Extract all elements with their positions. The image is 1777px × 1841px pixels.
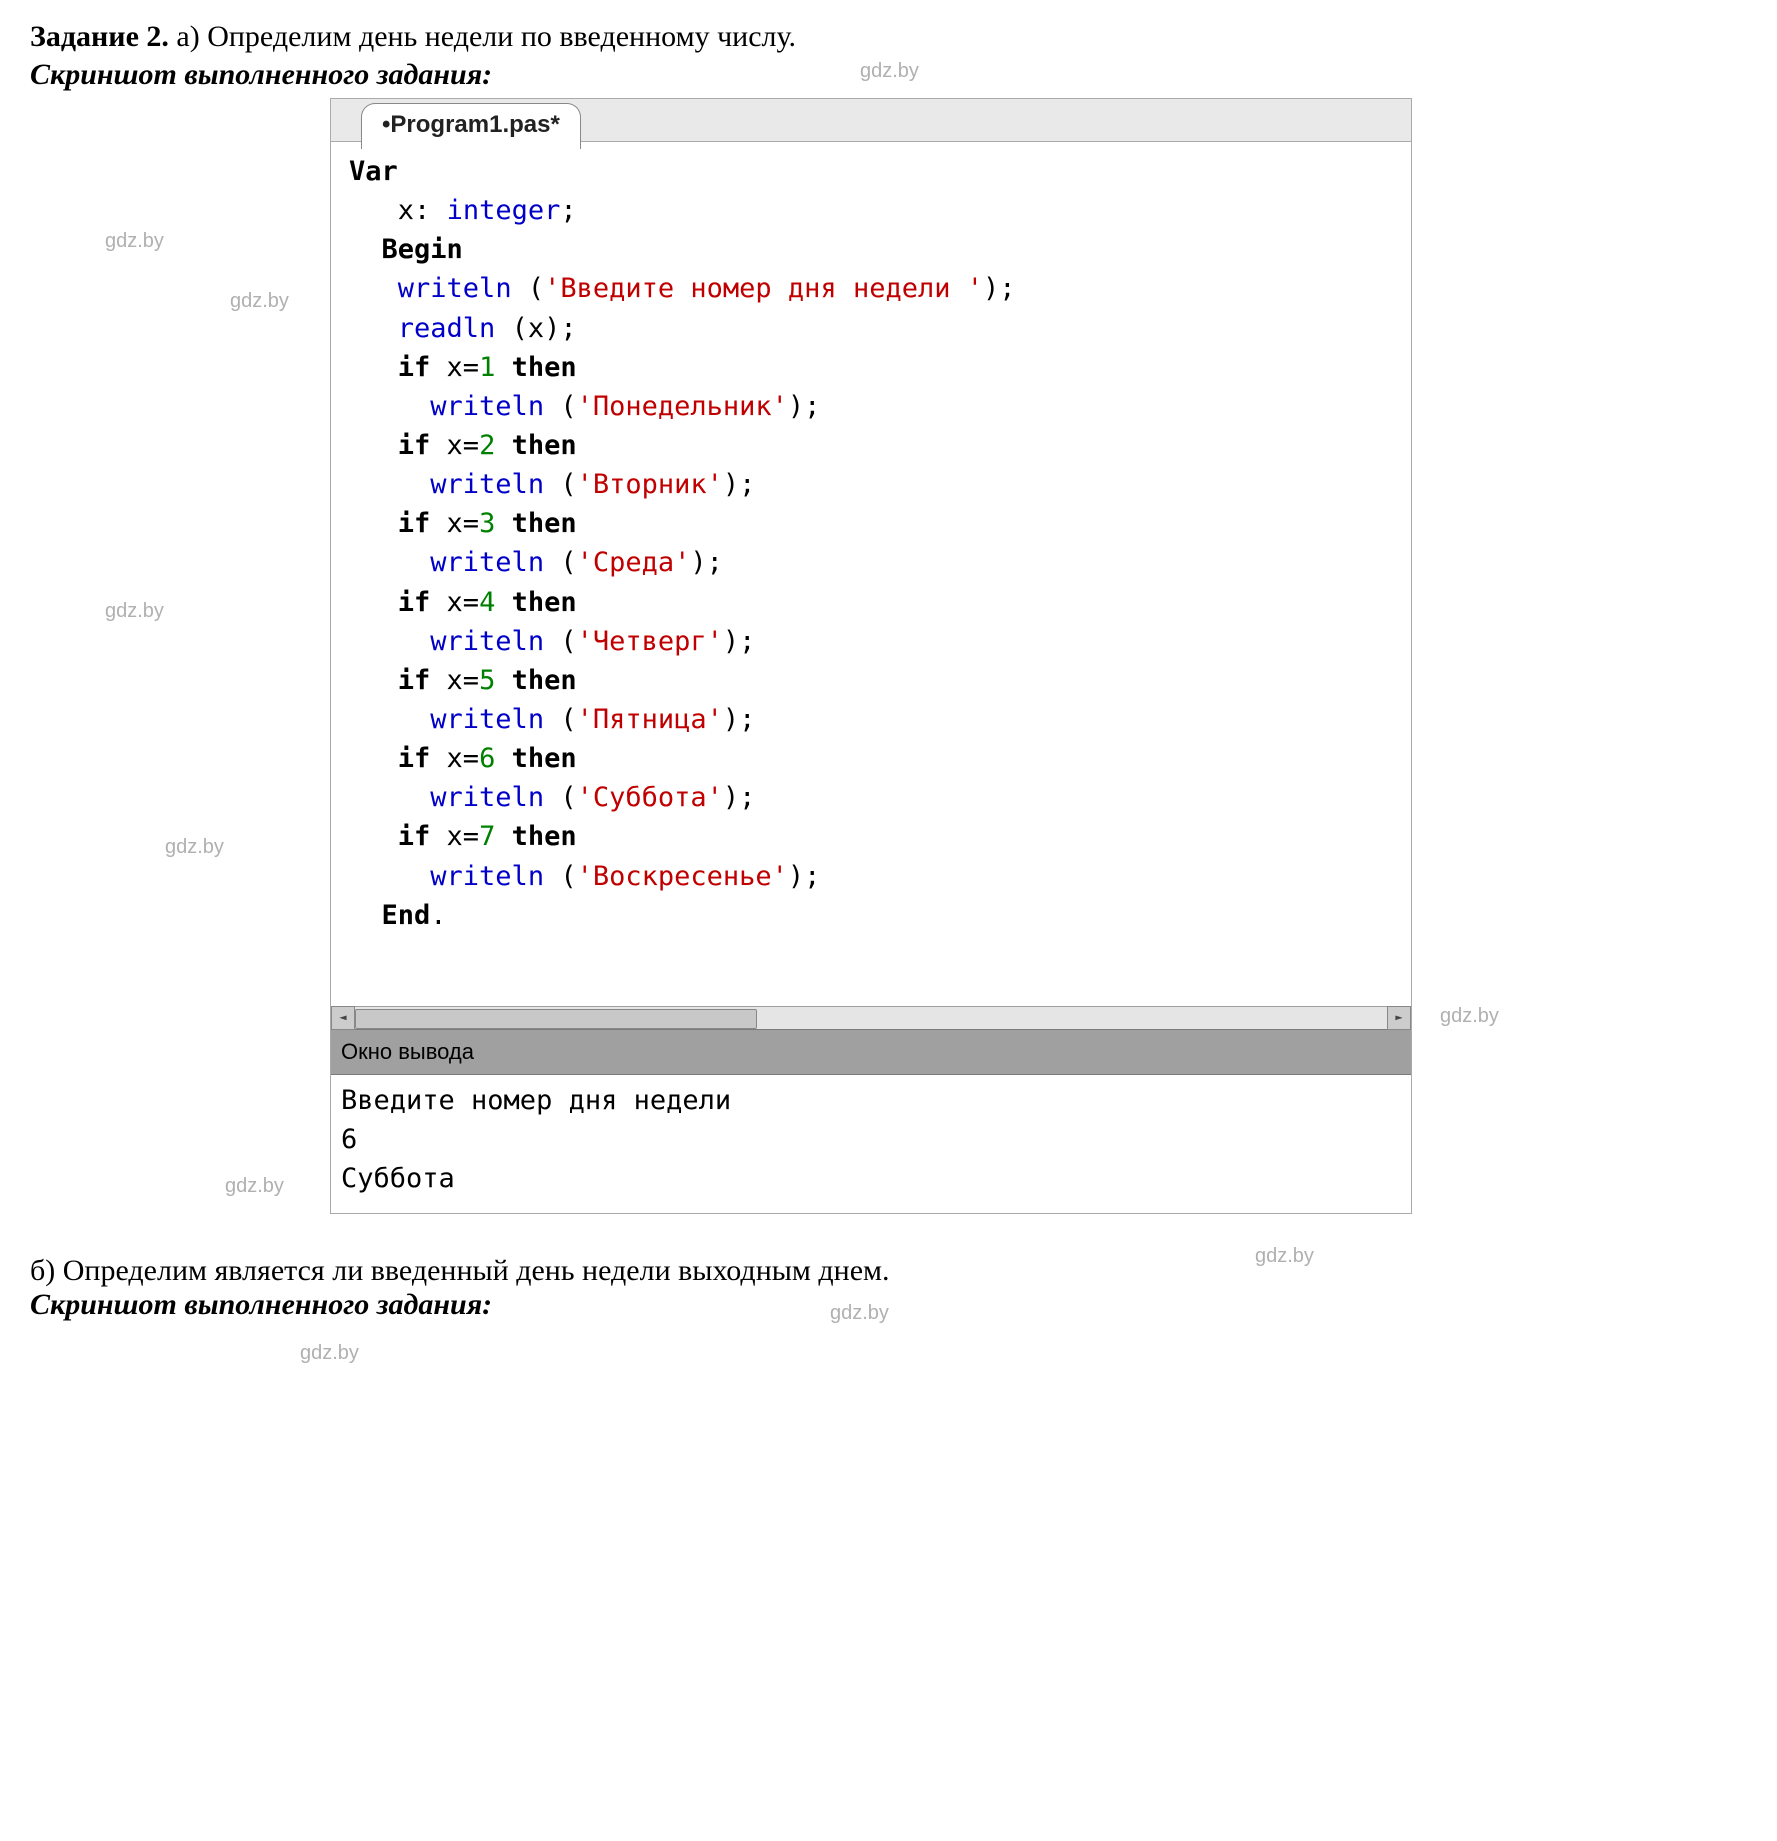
scroll-thumb[interactable] — [355, 1009, 757, 1029]
task-text-b: б) Определим является ли введенный день … — [30, 1254, 1747, 1288]
tab-program1[interactable]: •Program1.pas* — [361, 103, 581, 149]
watermark: gdz.by — [225, 1175, 284, 1198]
watermark: gdz.by — [105, 230, 164, 253]
scroll-right-arrow-icon[interactable]: ► — [1387, 1006, 1411, 1030]
watermark: gdz.by — [230, 290, 289, 313]
ide-window: •Program1.pas* Var x: integer; Begin wri… — [330, 98, 1412, 1214]
watermark: gdz.by — [300, 1342, 359, 1365]
watermark: gdz.by — [165, 836, 224, 859]
kw-begin: Begin — [382, 234, 463, 265]
tab-bar: •Program1.pas* — [331, 99, 1411, 142]
horizontal-scrollbar[interactable]: ◄ ► — [331, 1006, 1411, 1029]
page-wrapper: gdz.by gdz.by gdz.by gdz.by gdz.by gdz.b… — [30, 20, 1747, 1322]
screenshot-label: Скриншот выполненного задания: — [30, 58, 1747, 92]
output-panel-content: Введите номер дня недели 6 Суббота — [331, 1075, 1411, 1213]
screenshot-label-b: Скриншот выполненного задания: — [30, 1288, 1747, 1322]
scroll-left-arrow-icon[interactable]: ◄ — [331, 1006, 355, 1030]
scroll-track[interactable] — [355, 1007, 1387, 1029]
kw-var: Var — [349, 156, 398, 187]
watermark: gdz.by — [105, 600, 164, 623]
kw-end: End — [382, 900, 431, 931]
watermark: gdz.by — [1440, 1005, 1499, 1028]
task-text-a: а) Определим день недели по введенному ч… — [169, 20, 796, 53]
task-label: Задание 2. — [30, 20, 169, 53]
output-panel-title: Окно вывода — [331, 1029, 1411, 1075]
task-title-line: Задание 2. а) Определим день недели по в… — [30, 20, 1747, 54]
code-editor[interactable]: Var x: integer; Begin writeln ('Введите … — [331, 142, 1411, 1006]
task-b-section: б) Определим является ли введенный день … — [30, 1254, 1747, 1322]
